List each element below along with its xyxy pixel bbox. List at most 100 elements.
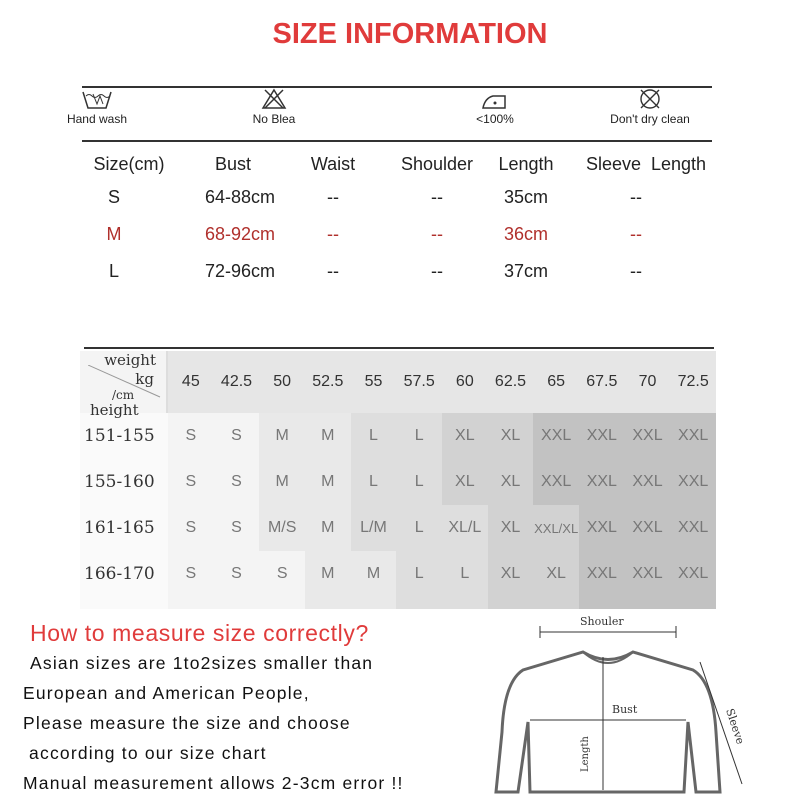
chart-footer-cell (624, 597, 671, 609)
height-label: 166-170 (80, 551, 168, 597)
no-bleach-icon (261, 88, 287, 109)
weight-header: 60 (442, 351, 488, 413)
header-sleeve-length: Sleeve Length (585, 154, 707, 174)
care-label: No Blea (252, 112, 296, 126)
size-cell: L (396, 413, 442, 459)
weight-height-chart: weight kg /cm height 45 42.5 50 52.5 55 57.5 6… (80, 351, 716, 609)
size-cell: XXL (624, 551, 671, 597)
care-label: <100% (476, 112, 514, 126)
weight-header: 62.5 (487, 351, 534, 413)
size-cell: XL (487, 551, 534, 597)
size-cell: -- (431, 224, 443, 244)
size-cell: -- (431, 187, 443, 207)
shirt-diagram: Shouler Bust Length Sleeve (494, 615, 747, 794)
size-cell: XXL (533, 459, 579, 505)
size-cell: -- (431, 261, 443, 281)
iron-icon (482, 95, 506, 109)
header-waist: Waist (310, 154, 356, 174)
size-cell: XXL (579, 459, 625, 505)
size-cell: XXL (533, 413, 579, 459)
size-cell: XXL (670, 551, 716, 597)
care-hand-wash: Hand wash (37, 88, 157, 126)
weight-header: 57.5 (396, 351, 442, 413)
size-cell: S (213, 459, 260, 505)
weight-header: 67.5 (579, 351, 625, 413)
corner-label: weight kg /cm height (80, 351, 168, 419)
shoulder-label: Shouler (580, 615, 624, 628)
size-cell: S (168, 505, 214, 551)
size-cell: XL (442, 459, 488, 505)
size-cell: M/S (259, 505, 305, 551)
chart-footer-cell (168, 597, 214, 609)
size-cell: -- (327, 224, 339, 244)
care-iron: <100% (435, 88, 555, 126)
size-cell: 35cm (503, 187, 548, 207)
size-cell: XL (487, 459, 534, 505)
height-label: height (90, 401, 139, 419)
chart-footer-cell (213, 597, 260, 609)
size-cell: XXL (624, 413, 671, 459)
measure-line: Manual measurement allows 2-3cm error !! (23, 773, 404, 793)
weight-header: 70 (624, 351, 671, 413)
size-cell: XL (487, 413, 534, 459)
measure-line: European and American People, (23, 683, 310, 703)
chart-footer-cell (533, 597, 579, 609)
size-cell: XXL (670, 413, 716, 459)
size-cell: XXL (670, 505, 716, 551)
size-cell: S (259, 551, 305, 597)
size-cell: M (305, 459, 351, 505)
size-cell: XXL (579, 551, 625, 597)
weight-header: 50 (259, 351, 305, 413)
page-title: SIZE INFORMATION (272, 18, 548, 50)
weight-header: 42.5 (213, 351, 260, 413)
size-cell: S (213, 551, 260, 597)
chart-footer-cell (487, 597, 534, 609)
size-row-label: L (108, 261, 119, 281)
size-cell: XXL (579, 505, 625, 551)
height-label: 151-155 (80, 413, 168, 459)
size-cell: XXL (670, 459, 716, 505)
size-cell: S (168, 551, 214, 597)
size-cell: XL (533, 551, 579, 597)
size-cell: XXL/XL (533, 505, 579, 551)
size-cell: L (442, 551, 488, 597)
chart-footer-cell (259, 597, 305, 609)
size-row-label: M (106, 224, 122, 244)
size-cell: L (396, 505, 442, 551)
size-cell: -- (327, 261, 339, 281)
size-cell: 72-96cm (204, 261, 276, 281)
size-cell: XXL (624, 459, 671, 505)
weight-header: 65 (533, 351, 579, 413)
size-row-label: S (107, 187, 120, 207)
weight-label: weight (104, 351, 156, 369)
kg-label: kg (135, 370, 154, 388)
size-cell: S (213, 413, 260, 459)
header-size: Size(cm) (93, 154, 165, 174)
size-cell: S (168, 459, 214, 505)
header-shoulder: Shoulder (400, 154, 474, 174)
size-cell: L (350, 459, 397, 505)
chart-footer-cell (396, 597, 442, 609)
chart-footer-cell (442, 597, 488, 609)
care-label: Don't dry clean (610, 112, 690, 126)
care-no-dry-clean: Don't dry clean (590, 88, 710, 126)
size-cell: L (350, 413, 397, 459)
bust-label: Bust (612, 703, 638, 716)
chart-footer-cell (579, 597, 625, 609)
size-cell: M (305, 505, 351, 551)
size-cell: S (168, 413, 214, 459)
weight-header: 72.5 (670, 351, 716, 413)
measure-line: Asian sizes are 1to2sizes smaller than (30, 653, 374, 673)
header-bust: Bust (214, 154, 252, 174)
weight-header: 45 (168, 351, 214, 413)
size-cell: -- (630, 261, 642, 281)
size-cell: XXL (624, 505, 671, 551)
chart-footer-cell (305, 597, 351, 609)
chart-footer-cell (350, 597, 397, 609)
measure-heading: How to measure size correctly? (30, 620, 369, 646)
size-cell: L/M (350, 505, 397, 551)
cm-label: /cm (112, 388, 135, 402)
size-cell: M (259, 413, 305, 459)
size-cell: XL/L (442, 505, 488, 551)
size-cell: -- (327, 187, 339, 207)
